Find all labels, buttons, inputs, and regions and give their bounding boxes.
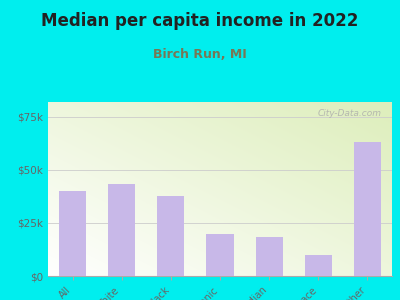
Bar: [108, 184, 135, 276]
Bar: [157, 196, 184, 276]
Bar: [354, 142, 381, 276]
Bar: [305, 255, 332, 276]
Text: City-Data.com: City-Data.com: [318, 109, 382, 118]
Text: Birch Run, MI: Birch Run, MI: [153, 48, 247, 61]
Bar: [206, 234, 234, 276]
Bar: [256, 237, 283, 276]
Text: Median per capita income in 2022: Median per capita income in 2022: [41, 12, 359, 30]
Bar: [59, 191, 86, 276]
